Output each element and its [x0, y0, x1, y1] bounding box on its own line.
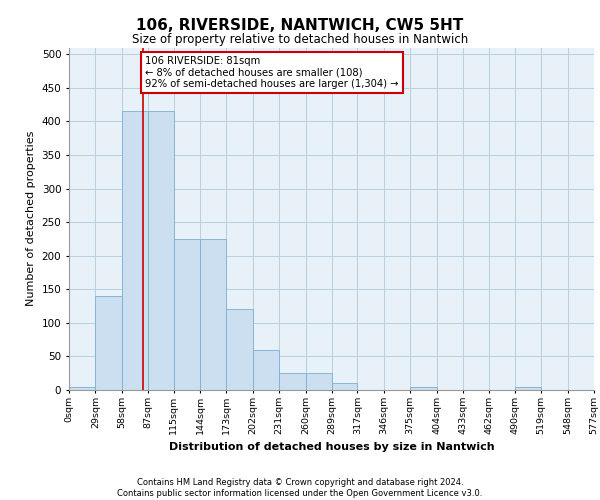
Text: 106, RIVERSIDE, NANTWICH, CW5 5HT: 106, RIVERSIDE, NANTWICH, CW5 5HT	[136, 18, 464, 32]
Bar	[122, 112, 148, 390]
Text: Size of property relative to detached houses in Nantwich: Size of property relative to detached ho…	[132, 32, 468, 46]
Bar	[410, 386, 437, 390]
Bar	[279, 373, 305, 390]
Bar	[173, 239, 200, 390]
Bar	[95, 296, 122, 390]
Bar	[148, 112, 173, 390]
Bar	[69, 386, 95, 390]
Y-axis label: Number of detached properties: Number of detached properties	[26, 131, 36, 306]
Text: Contains HM Land Registry data © Crown copyright and database right 2024.
Contai: Contains HM Land Registry data © Crown c…	[118, 478, 482, 498]
Bar	[332, 384, 358, 390]
X-axis label: Distribution of detached houses by size in Nantwich: Distribution of detached houses by size …	[169, 442, 494, 452]
Bar	[253, 350, 279, 390]
Bar	[515, 386, 541, 390]
Bar	[305, 373, 332, 390]
Bar	[226, 310, 253, 390]
Bar	[200, 239, 226, 390]
Text: 106 RIVERSIDE: 81sqm
← 8% of detached houses are smaller (108)
92% of semi-detac: 106 RIVERSIDE: 81sqm ← 8% of detached ho…	[145, 56, 399, 89]
